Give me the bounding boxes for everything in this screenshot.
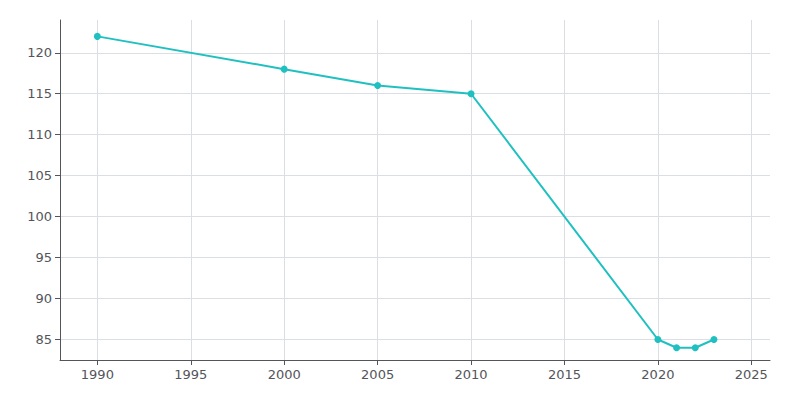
svg-text:2015: 2015 bbox=[548, 367, 581, 382]
svg-text:100: 100 bbox=[27, 209, 52, 224]
svg-text:2005: 2005 bbox=[361, 367, 394, 382]
svg-text:105: 105 bbox=[27, 168, 52, 183]
svg-text:2010: 2010 bbox=[455, 367, 488, 382]
svg-text:95: 95 bbox=[35, 250, 52, 265]
svg-text:85: 85 bbox=[35, 332, 52, 347]
svg-text:110: 110 bbox=[27, 127, 52, 142]
svg-text:2025: 2025 bbox=[735, 367, 768, 382]
svg-text:2000: 2000 bbox=[268, 367, 301, 382]
svg-text:1995: 1995 bbox=[174, 367, 207, 382]
svg-text:2020: 2020 bbox=[641, 367, 674, 382]
svg-text:115: 115 bbox=[27, 86, 52, 101]
svg-text:120: 120 bbox=[27, 45, 52, 60]
svg-text:1990: 1990 bbox=[81, 367, 114, 382]
svg-text:90: 90 bbox=[35, 291, 52, 306]
